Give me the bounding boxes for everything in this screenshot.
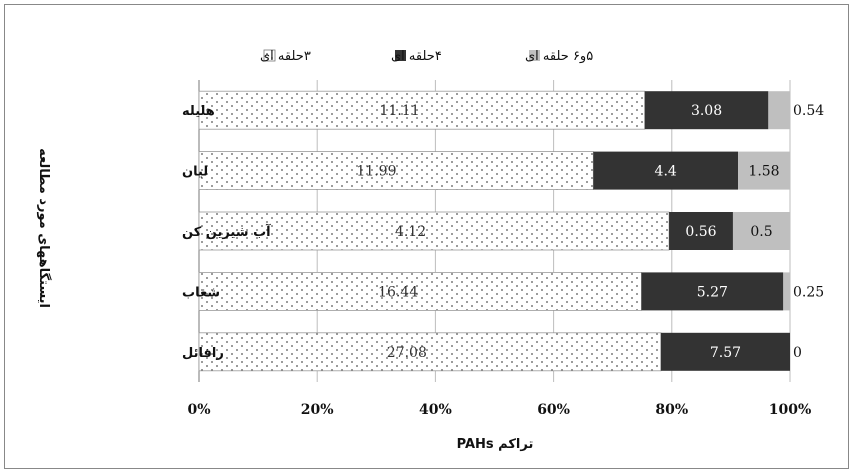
- category-labels: هلیله لیان آب شیرین کن شغاب رافائل: [182, 104, 271, 361]
- data-label: 11.99: [356, 164, 396, 180]
- bar-segment: [783, 272, 790, 311]
- legend-swatch-5-6-ring: [529, 50, 540, 61]
- data-label: 0: [793, 345, 802, 361]
- category-label: لیان: [182, 165, 208, 180]
- bar-segment: [768, 91, 790, 130]
- bar-segment: [198, 151, 594, 191]
- data-label: 0.5: [750, 224, 772, 240]
- category-label: هلیله: [182, 104, 215, 119]
- bar-segment: [738, 151, 790, 190]
- data-label: 11.11: [380, 103, 420, 119]
- legend-label-4-ring: ۴حلقه ای: [391, 49, 442, 64]
- legend-label-3-ring: ۳حلقه ای: [260, 49, 311, 64]
- bar-segment: [669, 212, 733, 250]
- data-label: 5.27: [697, 284, 728, 300]
- data-label: 0.54: [793, 103, 824, 119]
- x-tick-label: 20%: [301, 402, 334, 418]
- legend-swatch-3-ring: [263, 49, 276, 62]
- x-tick-label: 0%: [187, 402, 210, 418]
- data-label: 1.58: [748, 164, 779, 180]
- legend-swatch-4-ring: [395, 50, 406, 61]
- bar-segment: [198, 271, 642, 311]
- bar-segment: [593, 151, 739, 190]
- x-tick-label: 60%: [537, 402, 570, 418]
- bar-segment: [198, 211, 670, 251]
- bar-segment: [660, 332, 790, 371]
- x-tick-label: 40%: [419, 402, 452, 418]
- x-axis-title: تراکم PAHs: [457, 437, 534, 452]
- bar-segment: [644, 91, 769, 130]
- data-label: 3.08: [691, 103, 722, 119]
- data-label: 4.4: [655, 164, 677, 180]
- bar-segment: [198, 90, 646, 130]
- y-axis-title: ایستگاههای مورد مطالعه: [36, 148, 52, 308]
- category-label: شغاب: [182, 285, 220, 300]
- x-tick-label: 100%: [769, 402, 812, 418]
- data-label: 7.57: [710, 345, 741, 361]
- data-label: 27.08: [387, 345, 427, 361]
- data-label: 4.12: [395, 224, 426, 240]
- x-tick-label: 80%: [655, 402, 688, 418]
- bar-segment: [732, 212, 790, 250]
- category-label: رافائل: [182, 346, 224, 361]
- data-label: 0.56: [685, 224, 716, 240]
- legend: ۵و۶ حلقه ای ۴حلقه ای ۳حلقه ای: [260, 49, 593, 64]
- category-label: آب شیرین کن: [182, 223, 271, 240]
- bar-segment: [641, 272, 784, 311]
- x-ticks: 0% 20% 40% 60% 80% 100%: [187, 402, 811, 418]
- data-label: 0.25: [793, 284, 824, 300]
- legend-label-5-6-ring: ۵و۶ حلقه ای: [525, 49, 593, 64]
- data-label: 16.44: [378, 284, 418, 300]
- bars-group: 11.11 3.08 0.54 11.99 4.4 1.58 4.12 0.56 0.5 16.4…: [198, 90, 824, 372]
- bar-segment: [198, 332, 662, 372]
